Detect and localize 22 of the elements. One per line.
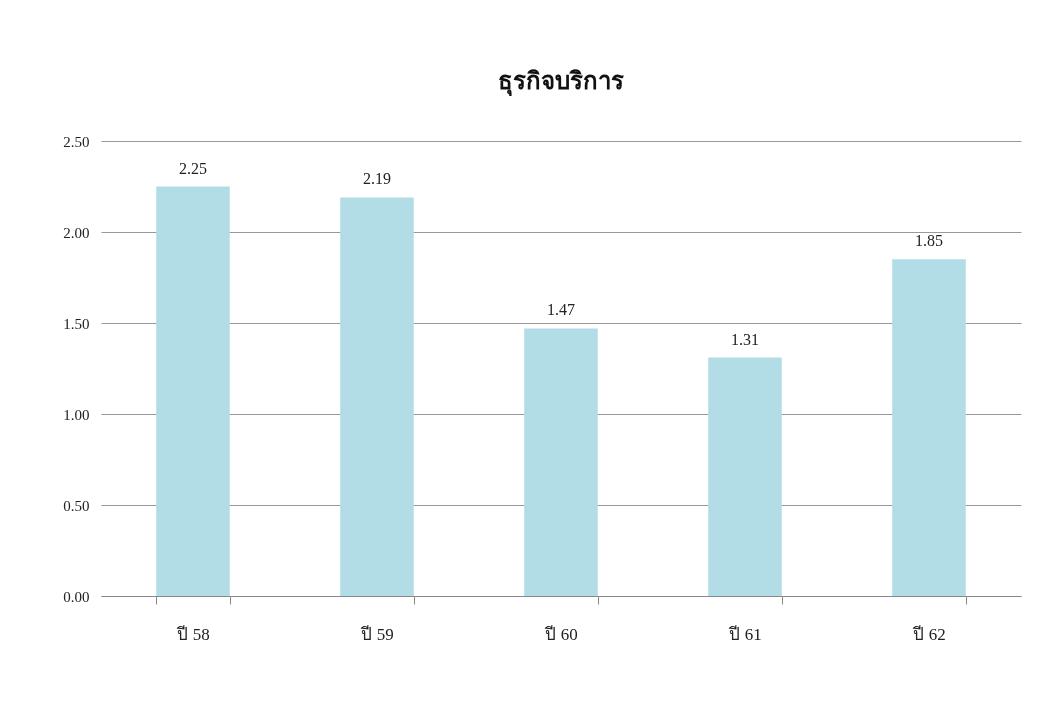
bar	[524, 328, 598, 596]
y-tick-label: 2.00	[63, 224, 90, 241]
data-label: 1.47	[547, 301, 575, 319]
data-label: 1.85	[915, 232, 943, 250]
data-label: 2.19	[363, 170, 391, 188]
chart-title: ธุรกิจบริการ	[498, 68, 624, 97]
y-tick-label: 0.00	[63, 588, 90, 605]
x-tick-label: ปี 62	[912, 624, 946, 644]
y-tick-label: 1.00	[63, 406, 90, 423]
bar	[340, 197, 414, 596]
data-label: 1.31	[731, 330, 759, 348]
data-label: 2.25	[179, 159, 207, 177]
x-tick-label: ปี 61	[728, 624, 762, 644]
y-tick-label: 1.50	[63, 315, 90, 332]
x-tick-label: ปี 58	[176, 624, 210, 644]
y-tick-label: 2.50	[63, 133, 90, 150]
bar	[708, 357, 782, 596]
bar	[892, 259, 966, 596]
bar	[156, 186, 230, 596]
x-tick-label: ปี 59	[360, 624, 394, 644]
y-tick-label: 0.50	[63, 497, 90, 514]
x-tick-label: ปี 60	[544, 624, 578, 644]
